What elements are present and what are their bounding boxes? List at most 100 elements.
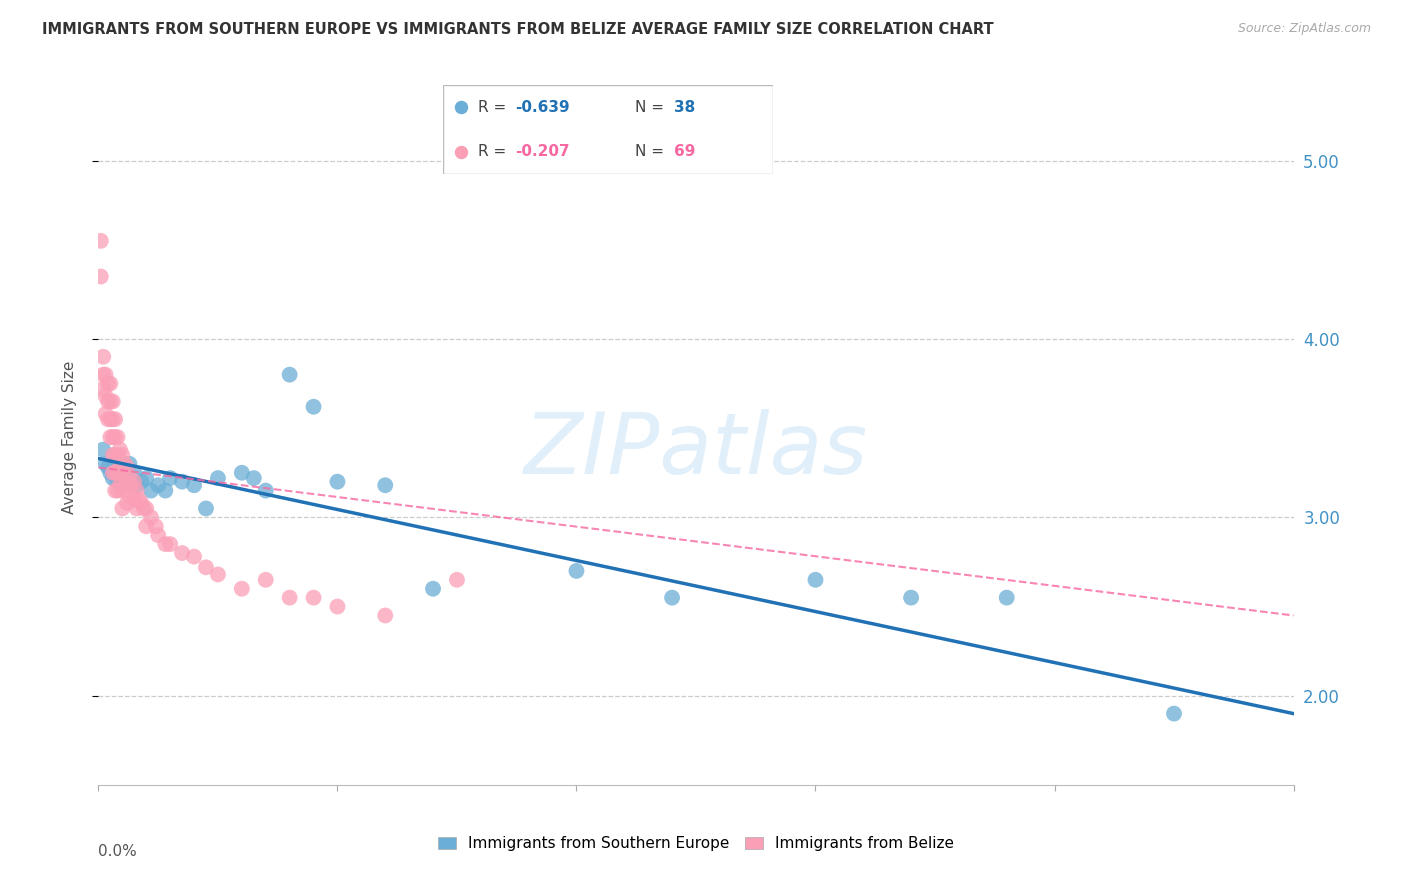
Point	[98, 394, 122, 409]
Point	[107, 466, 129, 480]
Point	[132, 501, 155, 516]
Point	[114, 457, 136, 471]
Point	[159, 471, 181, 485]
Text: Source: ZipAtlas.com: Source: ZipAtlas.com	[1237, 22, 1371, 36]
Point	[111, 478, 134, 492]
Point	[108, 442, 131, 457]
Text: IMMIGRANTS FROM SOUTHERN EUROPE VS IMMIGRANTS FROM BELIZE AVERAGE FAMILY SIZE CO: IMMIGRANTS FROM SOUTHERN EUROPE VS IMMIG…	[42, 22, 994, 37]
Point	[98, 430, 122, 444]
Point	[101, 412, 124, 426]
Point	[115, 478, 138, 492]
Point	[326, 599, 349, 614]
Point	[183, 478, 205, 492]
Point	[446, 573, 468, 587]
Text: ZIPatlas: ZIPatlas	[524, 409, 868, 492]
Point	[90, 234, 112, 248]
Text: R =: R =	[478, 100, 510, 114]
Point	[97, 460, 120, 475]
Point	[91, 350, 114, 364]
Point	[995, 591, 1018, 605]
Point	[135, 471, 157, 485]
Point	[172, 475, 194, 489]
Point	[101, 471, 124, 485]
Text: N =: N =	[634, 100, 668, 114]
Point	[101, 448, 124, 462]
Point	[207, 471, 229, 485]
Point	[107, 430, 129, 444]
Text: -0.639: -0.639	[516, 100, 571, 114]
Point	[450, 100, 472, 114]
Point	[111, 466, 134, 480]
Point	[104, 412, 127, 426]
Point	[90, 269, 112, 284]
Point	[107, 483, 129, 498]
Point	[148, 478, 170, 492]
Text: 69: 69	[675, 145, 696, 159]
Point	[91, 442, 114, 457]
Point	[183, 549, 205, 564]
Point	[108, 460, 131, 475]
Point	[1163, 706, 1185, 721]
Text: N =: N =	[634, 145, 668, 159]
Point	[111, 483, 134, 498]
Point	[125, 478, 148, 492]
Point	[115, 460, 138, 475]
Point	[98, 466, 122, 480]
Point	[278, 591, 301, 605]
Point	[155, 483, 177, 498]
Point	[128, 492, 150, 507]
Point	[231, 466, 253, 480]
Point	[107, 448, 129, 462]
Point	[900, 591, 922, 605]
Point	[107, 475, 129, 489]
Point	[302, 400, 325, 414]
Point	[98, 376, 122, 391]
Point	[101, 430, 124, 444]
Point	[114, 475, 136, 489]
Point	[148, 528, 170, 542]
Point	[94, 368, 117, 382]
Point	[91, 382, 114, 396]
Point	[374, 478, 396, 492]
Point	[231, 582, 253, 596]
Point	[104, 483, 127, 498]
Legend: Immigrants from Southern Europe, Immigrants from Belize: Immigrants from Southern Europe, Immigra…	[432, 830, 960, 857]
Point	[94, 389, 117, 403]
Point	[104, 457, 127, 471]
Point	[374, 608, 396, 623]
Point	[115, 496, 138, 510]
Text: 38: 38	[675, 100, 696, 114]
Point	[422, 582, 444, 596]
Text: -0.207: -0.207	[516, 145, 571, 159]
Point	[124, 475, 146, 489]
Text: R =: R =	[478, 145, 510, 159]
Point	[111, 501, 134, 516]
Point	[135, 501, 157, 516]
Point	[94, 457, 117, 471]
Point	[207, 567, 229, 582]
Point	[254, 573, 277, 587]
Point	[135, 519, 157, 533]
Point	[108, 478, 131, 492]
Point	[139, 510, 162, 524]
Point	[565, 564, 588, 578]
Point	[97, 412, 120, 426]
Point	[101, 466, 124, 480]
Point	[91, 368, 114, 382]
Point	[97, 376, 120, 391]
Point	[94, 407, 117, 421]
Point	[145, 519, 167, 533]
Point	[124, 492, 146, 507]
Point	[101, 394, 124, 409]
Point	[159, 537, 181, 551]
Point	[121, 478, 143, 492]
Point	[97, 394, 120, 409]
Point	[155, 537, 177, 551]
Point	[804, 573, 827, 587]
Point	[661, 591, 683, 605]
Point	[254, 483, 277, 498]
Point	[195, 560, 218, 574]
Point	[195, 501, 218, 516]
Point	[111, 448, 134, 462]
Point	[118, 471, 141, 485]
